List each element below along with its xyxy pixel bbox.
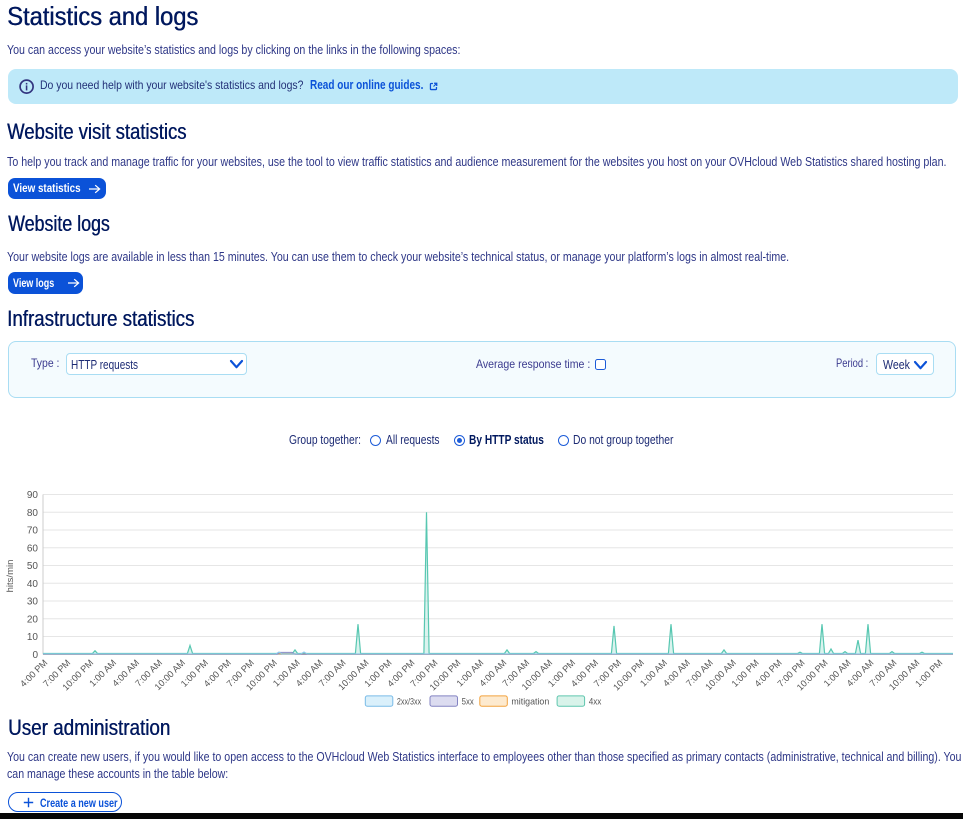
svg-text:4xx: 4xx: [589, 697, 602, 708]
svg-text:2xx/3xx: 2xx/3xx: [397, 697, 421, 708]
svg-text:30: 30: [27, 597, 39, 608]
svg-text:70: 70: [27, 526, 39, 537]
svg-text:hits/min: hits/min: [5, 560, 16, 593]
svg-text:60: 60: [27, 543, 39, 554]
svg-text:50: 50: [27, 561, 39, 572]
svg-text:90: 90: [27, 490, 39, 501]
svg-text:10: 10: [27, 632, 39, 643]
svg-text:20: 20: [27, 614, 39, 625]
svg-text:mitigation: mitigation: [511, 697, 549, 708]
svg-text:80: 80: [27, 508, 39, 519]
svg-text:0: 0: [32, 650, 38, 661]
svg-text:40: 40: [27, 579, 39, 590]
svg-text:5xx: 5xx: [462, 697, 474, 708]
